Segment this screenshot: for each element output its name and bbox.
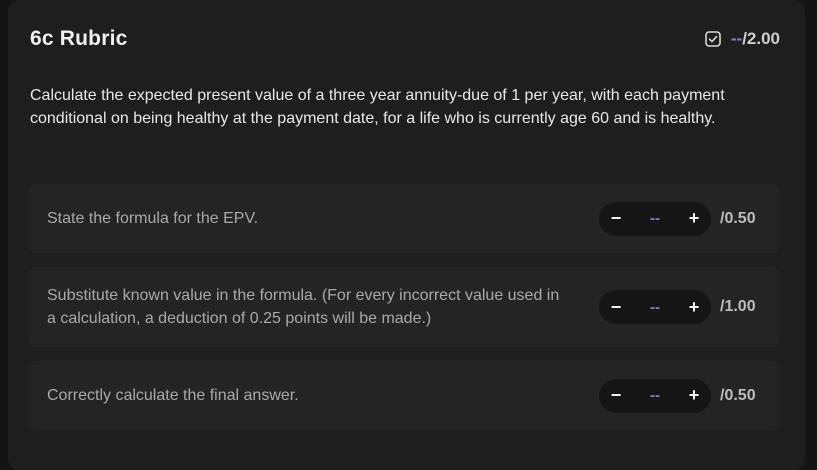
score-value[interactable]: -- <box>650 298 660 316</box>
criterion-row: Correctly calculate the final answer. − … <box>28 361 780 430</box>
criterion-row: Substitute known value in the formula. (… <box>28 267 780 347</box>
total-score-max: /2.00 <box>742 29 780 48</box>
total-score-group: --/2.00 <box>705 29 780 49</box>
score-stepper: − -- + <box>599 290 711 324</box>
increment-button[interactable]: + <box>688 208 700 228</box>
criterion-row: State the formula for the EPV. − -- + /0… <box>28 184 780 253</box>
increment-button[interactable]: + <box>688 385 700 405</box>
max-points: /0.50 <box>720 386 756 404</box>
checkbox-checked-icon[interactable] <box>705 31 721 47</box>
rubric-title: 6c Rubric <box>30 27 128 50</box>
score-stepper: − -- + <box>599 201 711 236</box>
increment-button[interactable]: + <box>688 296 700 317</box>
rubric-header: 6c Rubric --/2.00 <box>30 24 780 54</box>
criterion-text: State the formula for the EPV. <box>47 210 259 227</box>
criterion-controls: − -- + /1.00 <box>599 290 762 324</box>
criteria-list: State the formula for the EPV. − -- + /0… <box>28 184 780 444</box>
question-prompt: Calculate the expected present value of … <box>30 87 725 127</box>
criterion-controls: − -- + /0.50 <box>599 201 762 236</box>
total-score: --/2.00 <box>731 29 780 49</box>
score-value[interactable]: -- <box>650 387 660 404</box>
decrement-button[interactable]: − <box>610 296 622 317</box>
total-score-value: -- <box>730 29 743 48</box>
criterion-text: Correctly calculate the final answer. <box>47 387 299 404</box>
criterion-controls: − -- + /0.50 <box>599 378 762 413</box>
criterion-text: Substitute known value in the formula. (… <box>47 287 560 327</box>
score-stepper: − -- + <box>599 378 711 413</box>
decrement-button[interactable]: − <box>610 208 622 228</box>
max-points: /1.00 <box>720 298 756 315</box>
rubric-panel: 6c Rubric --/2.00 Calculate the expected… <box>8 0 805 470</box>
score-value[interactable]: -- <box>650 210 660 227</box>
max-points: /0.50 <box>720 209 756 227</box>
decrement-button[interactable]: − <box>610 385 622 405</box>
